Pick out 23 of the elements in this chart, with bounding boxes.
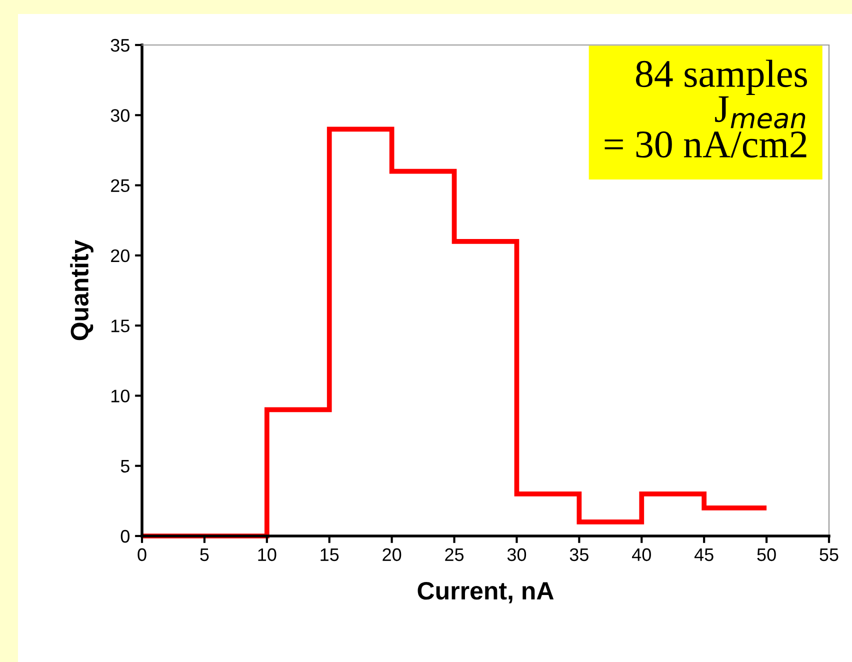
x-tick-label: 45 xyxy=(694,548,714,562)
x-tick-label: 5 xyxy=(200,548,209,562)
y-tick-label: 0 xyxy=(120,530,130,543)
x-tick-label: 35 xyxy=(570,548,588,562)
y-tick-label: 20 xyxy=(111,249,130,262)
x-tick-label: 15 xyxy=(320,548,339,562)
x-tick-label: 55 xyxy=(820,548,838,562)
x-tick-label: 25 xyxy=(445,548,464,562)
annotation: 84 samples J$_{mean}$ = 30 nA/cm2 xyxy=(604,60,807,158)
y-tick-label: 30 xyxy=(110,109,130,122)
x-tick-label: 40 xyxy=(632,548,651,562)
x-tick-label: 0 xyxy=(138,548,146,562)
x-tick-label: 20 xyxy=(382,548,402,562)
y-axis-title: Quantity xyxy=(70,240,94,340)
y-tick-label: 25 xyxy=(111,179,130,192)
x-tick-label: 50 xyxy=(757,548,776,562)
y-tick-label: 35 xyxy=(110,38,130,52)
y-tick-label: 15 xyxy=(111,320,130,332)
y-tick-label: 5 xyxy=(120,460,130,473)
x-axis-title: Current, nA xyxy=(418,582,554,604)
y-tick-label: 10 xyxy=(111,390,130,402)
x-tick-label: 10 xyxy=(258,548,276,562)
x-tick-label: 30 xyxy=(507,548,526,562)
